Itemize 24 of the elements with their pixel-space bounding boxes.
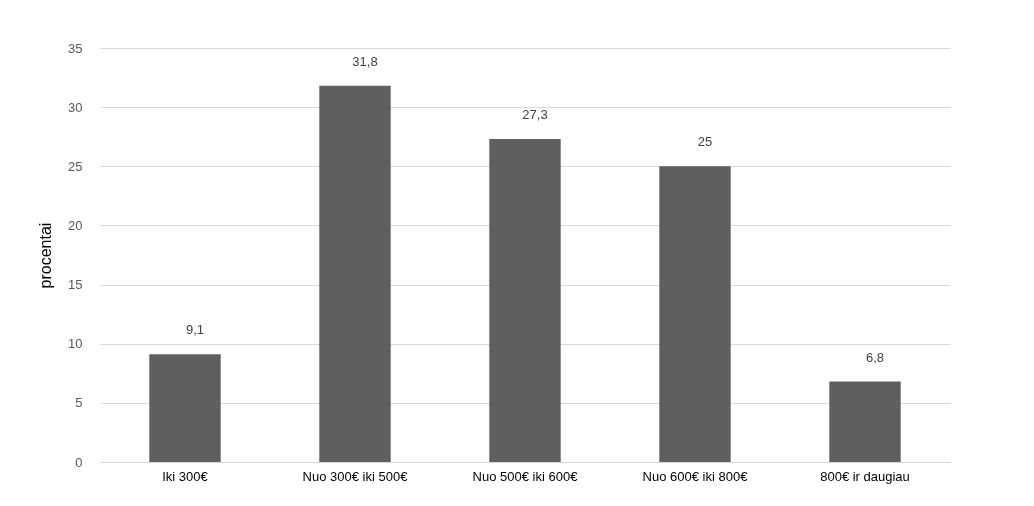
bar (149, 354, 221, 462)
data-label: 9,1 (185, 322, 205, 338)
bar (489, 139, 561, 462)
y-tick-label: 20 (68, 217, 83, 233)
x-tick-label: Nuo 600€ iki 800€ (642, 468, 749, 484)
data-label: 6,8 (865, 349, 885, 365)
bar (829, 381, 901, 462)
bar (319, 85, 391, 462)
data-label: 25 (697, 134, 713, 150)
x-tick-label: 800€ ir daugiau (820, 468, 910, 484)
data-label: 27,3 (522, 107, 548, 123)
bar (659, 166, 731, 462)
y-tick-label: 15 (68, 277, 83, 293)
y-tick-label: 0 (75, 454, 83, 470)
x-tick-label: Nuo 500€ iki 600€ (472, 468, 579, 484)
y-tick-label: 25 (68, 158, 83, 174)
y-tick-label: 30 (68, 99, 83, 115)
y-tick-label: 35 (68, 40, 83, 56)
y-tick-label: 10 (68, 336, 83, 352)
x-tick-label: Nuo 300€ iki 500€ (302, 468, 409, 484)
y-axis-title: procentai (37, 222, 55, 289)
data-label: 31,8 (352, 53, 378, 69)
y-tick-label: 5 (75, 395, 83, 411)
x-tick-label: Iki 300€ (162, 468, 209, 484)
